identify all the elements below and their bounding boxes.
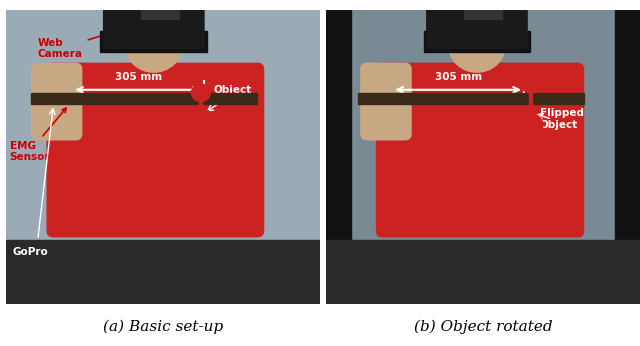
Bar [31, 93, 257, 104]
Circle shape [191, 84, 210, 102]
Text: 305 mm: 305 mm [115, 72, 162, 82]
Text: EMG
Sensor: EMG Sensor [10, 108, 66, 162]
Circle shape [187, 109, 215, 135]
Text: (b) Object rotated: (b) Object rotated [414, 320, 552, 334]
Bar [100, 31, 207, 52]
Bar [141, 4, 179, 19]
Bar [465, 4, 502, 19]
Bar [529, 84, 532, 122]
Bar [326, 240, 640, 304]
Text: (a) Basic set-up: (a) Basic set-up [103, 320, 223, 334]
FancyBboxPatch shape [104, 7, 204, 49]
Text: 305 mm: 305 mm [435, 72, 482, 82]
Circle shape [449, 19, 505, 72]
Bar [326, 10, 351, 304]
Bar [615, 10, 640, 304]
FancyBboxPatch shape [427, 7, 527, 49]
Text: Flipped
Object: Flipped Object [540, 108, 584, 130]
Bar [6, 240, 320, 304]
FancyBboxPatch shape [361, 63, 411, 140]
FancyBboxPatch shape [31, 63, 82, 140]
Circle shape [521, 75, 540, 93]
FancyBboxPatch shape [376, 63, 584, 237]
Bar [424, 31, 530, 52]
Circle shape [125, 19, 182, 72]
Text: GoPro: GoPro [13, 247, 49, 256]
Text: Web
Camera: Web Camera [38, 20, 149, 60]
Text: Object: Object [213, 85, 252, 95]
FancyBboxPatch shape [47, 63, 264, 237]
Bar [199, 93, 202, 122]
Circle shape [518, 113, 543, 137]
Bar [358, 93, 584, 104]
